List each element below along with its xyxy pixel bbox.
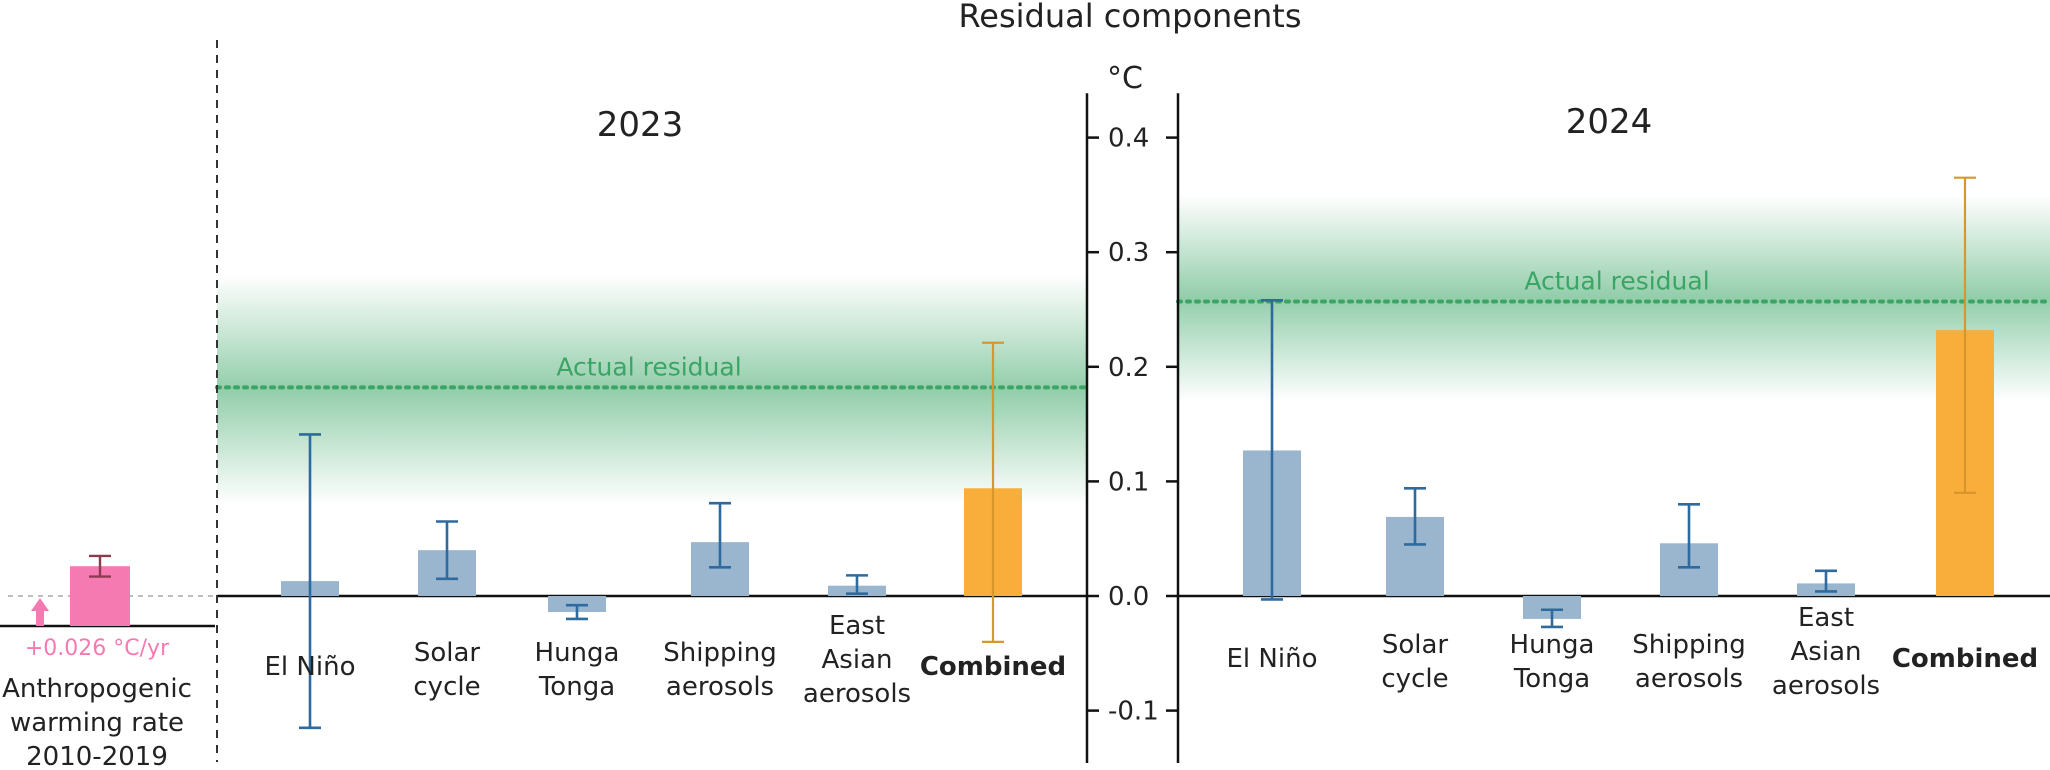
category-label-2023-0: El Niño — [265, 652, 356, 682]
anthro-label: Anthropogenic warming rate 2010-2019 — [2, 674, 192, 770]
category-label-line: Tonga — [538, 672, 615, 702]
category-label-2023-4: East Asian aerosols — [803, 611, 911, 709]
up-arrow-icon-head — [31, 598, 49, 611]
category-label-line: Combined — [1892, 644, 2038, 674]
chart-title: Residual components — [958, 0, 1301, 35]
y-tick-label: 0.2 — [1108, 353, 1149, 383]
up-arrow-icon — [36, 610, 44, 626]
category-label-line: aerosols — [666, 672, 774, 702]
error-bars — [299, 176, 1976, 730]
category-label-line: Shipping — [1632, 630, 1745, 660]
category-label-line: Shipping — [663, 638, 776, 668]
anthro-rate-label: +0.026 °C/yr — [25, 636, 170, 661]
category-label-line: Hunga — [1510, 630, 1595, 660]
bar-2024-2 — [1523, 596, 1581, 619]
category-labels: El Niño Solar cycle Hunga Tonga Shipping aeros… — [265, 603, 2039, 709]
actual-residual-band-2024 — [1178, 194, 2050, 402]
category-label-line: El Niño — [265, 652, 356, 682]
category-label-line: Solar — [1382, 630, 1449, 660]
actual-residual-band-2023 — [217, 275, 1087, 505]
category-label-2023-1: Solar cycle — [413, 638, 480, 702]
y-tick-label: 0.3 — [1108, 238, 1149, 268]
actual-residual-lines: Actual residual Actual residual — [215, 266, 2050, 390]
category-label-2023-5: Combined — [920, 652, 1066, 682]
category-label-2024-1: Solar cycle — [1381, 630, 1448, 694]
category-label-line: Hunga — [535, 638, 620, 668]
panel-title-2024: 2024 — [1566, 102, 1653, 142]
actual-residual-label-2024: Actual residual — [1524, 266, 1709, 295]
y-tick-label: 0.4 — [1108, 124, 1149, 154]
y-tick-label: 0.0 — [1108, 582, 1149, 612]
category-label-line: East — [1798, 603, 1854, 633]
anthro-label-line: warming rate — [10, 708, 184, 738]
anthro-label-line: Anthropogenic — [2, 674, 192, 704]
category-label-line: cycle — [1381, 664, 1448, 694]
category-label-2023-3: Shipping aerosols — [663, 638, 776, 702]
y-tick-label: 0.1 — [1108, 467, 1149, 497]
y-axis-ticks: 0.4 0.3 0.2 0.1 0.0 -0.1 — [1087, 124, 1178, 727]
category-label-line: Solar — [414, 638, 481, 668]
category-label-line: aerosols — [1772, 671, 1880, 701]
category-label-line: East — [829, 611, 885, 641]
axes — [216, 40, 2050, 763]
category-label-2024-0: El Niño — [1227, 644, 1318, 674]
category-label-2024-5: Combined — [1892, 644, 2038, 674]
category-label-2024-2: Hunga Tonga — [1510, 630, 1595, 694]
actual-residual-label-2023: Actual residual — [556, 352, 741, 381]
category-label-line: Tonga — [1513, 664, 1590, 694]
y-tick-label: -0.1 — [1108, 697, 1159, 727]
category-label-line: Asian — [822, 645, 893, 675]
y-axis-unit: °C — [1107, 61, 1143, 96]
category-label-2023-2: Hunga Tonga — [535, 638, 620, 702]
anthropogenic-panel: +0.026 °C/yr Anthropogenic warming rate 201… — [0, 554, 215, 770]
category-label-line: Asian — [1791, 637, 1862, 667]
category-label-line: aerosols — [1635, 664, 1743, 694]
uncertainty-bands — [217, 194, 2050, 505]
category-label-line: aerosols — [803, 679, 911, 709]
category-label-line: Combined — [920, 652, 1066, 682]
anthro-label-line: 2010-2019 — [26, 742, 168, 770]
panel-title-2023: 2023 — [597, 105, 684, 145]
category-label-2024-4: East Asian aerosols — [1772, 603, 1880, 701]
category-label-2024-3: Shipping aerosols — [1632, 630, 1745, 694]
category-label-line: El Niño — [1227, 644, 1318, 674]
category-label-line: cycle — [413, 672, 480, 702]
